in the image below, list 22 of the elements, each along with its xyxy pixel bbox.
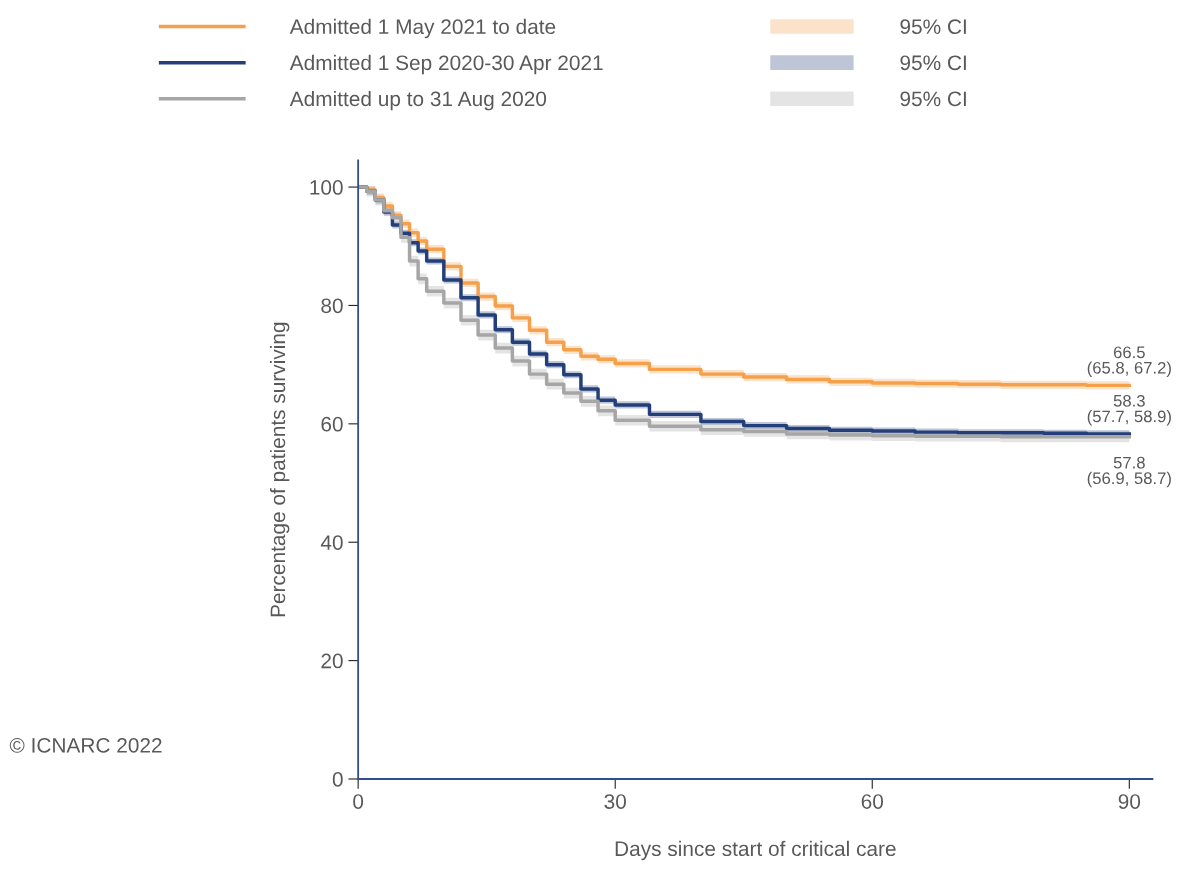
y-tick-label: 100 [310,180,343,195]
y-axis-title: Percentage of patients surviving [269,322,290,617]
x-tick-label: 30 [604,794,626,809]
y-tick-label: 0 [332,772,343,787]
y-tick-label: 60 [321,416,343,432]
x-tick-label: 60 [861,794,884,809]
x-tick-label: 90 [1118,794,1141,809]
x-tick-label: 0 [353,794,364,809]
text: © ICNARC 2022 [9,738,162,753]
y-tick-label: 80 [321,298,343,314]
annotation: 66.5 (65.8, 67.2) [1087,346,1171,378]
annotation: 58.3 (57.7, 58.9) [1087,394,1171,426]
x-axis-title: Days since start of critical care [615,840,896,861]
annotation: 57.8 (56.9, 58.7) [1087,456,1171,488]
text: 95% CI [900,55,966,71]
legend-label: Admitted 1 May 2021 to date [289,18,556,39]
y-tick-label: 40 [320,535,343,550]
text: 95% CI [900,19,966,35]
text: 95% CI [900,91,966,107]
legend-label: Admitted 1 Sep 2020-30 Apr 2021 [289,54,603,75]
legend-label: Admitted up to 31 Aug 2020 [289,90,547,111]
y-tick-label: 20 [321,653,343,669]
